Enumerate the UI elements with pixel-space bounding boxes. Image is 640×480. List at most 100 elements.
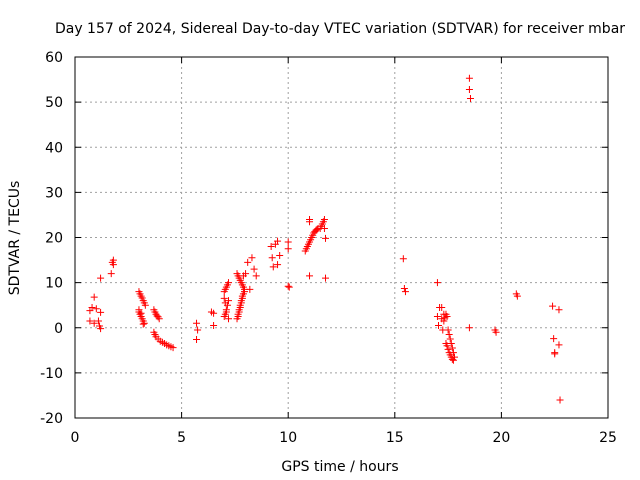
data-point (154, 313, 162, 321)
data-point (466, 95, 474, 103)
data-point (97, 308, 105, 316)
data-point (550, 335, 558, 343)
data-point (240, 288, 248, 296)
data-point (401, 288, 409, 296)
data-point (137, 292, 145, 300)
data-point (443, 312, 451, 320)
data-point (252, 272, 260, 280)
x-tick-label: 15 (386, 430, 404, 446)
chart-title: Day 157 of 2024, Sidereal Day-to-day VTE… (55, 21, 625, 37)
data-point (440, 317, 448, 325)
data-point (248, 254, 256, 262)
x-tick-label: 10 (279, 430, 297, 446)
data-point (306, 272, 314, 280)
data-point (140, 319, 148, 327)
data-point (444, 345, 452, 353)
data-point (242, 270, 250, 278)
data-point (276, 252, 284, 260)
data-point (433, 312, 441, 320)
data-point (449, 356, 457, 364)
data-point (433, 279, 441, 287)
data-point (135, 306, 143, 314)
data-point (549, 302, 557, 310)
data-point (225, 279, 233, 287)
data-point (94, 317, 102, 325)
data-point (137, 309, 145, 317)
data-point (551, 350, 559, 358)
data-point (193, 319, 201, 327)
data-point (221, 299, 229, 307)
data-point (90, 319, 98, 327)
data-point (399, 255, 407, 263)
data-point (90, 293, 98, 301)
data-point (320, 215, 328, 223)
y-axis-label: SDTVAR / TECUs (7, 181, 23, 296)
data-point (210, 309, 218, 317)
data-point (210, 321, 218, 329)
data-points (86, 74, 564, 404)
data-point (235, 308, 243, 316)
data-point (86, 317, 94, 325)
x-tick-label: 25 (599, 430, 617, 446)
data-point (246, 285, 254, 293)
data-point (274, 261, 282, 269)
data-point (443, 342, 451, 350)
data-point (220, 294, 228, 302)
y-tick-label: 30 (45, 185, 63, 201)
data-point (193, 335, 201, 343)
data-point (555, 341, 563, 349)
data-point (285, 283, 293, 291)
data-point (88, 303, 96, 311)
data-point (107, 270, 115, 278)
y-tick-label: 20 (45, 231, 63, 247)
y-tick-label: -20 (40, 411, 63, 427)
data-point (400, 284, 408, 292)
x-axis-label: GPS time / hours (281, 459, 398, 475)
data-point (435, 321, 443, 329)
data-point (225, 315, 233, 323)
data-point (322, 274, 330, 282)
data-point (448, 355, 456, 363)
data-point (465, 85, 473, 93)
data-point (465, 74, 473, 82)
y-tick-label: 40 (45, 140, 63, 156)
data-point (139, 320, 147, 328)
data-point (465, 324, 473, 332)
data-point (269, 263, 277, 271)
data-point (448, 344, 456, 352)
data-point (284, 245, 292, 253)
data-point (446, 335, 454, 343)
data-point (268, 254, 276, 262)
data-point (236, 303, 244, 311)
data-point (155, 315, 163, 323)
x-tick-label: 0 (71, 430, 80, 446)
x-tick-label: 5 (177, 430, 186, 446)
y-tick-label: 0 (54, 321, 63, 337)
data-point (274, 237, 282, 245)
data-point (244, 258, 252, 266)
x-tick-label: 20 (492, 430, 510, 446)
data-point (234, 312, 242, 320)
grid (75, 57, 608, 418)
data-point (97, 274, 105, 282)
data-point (322, 234, 330, 242)
data-point (492, 328, 500, 336)
y-tick-label: -10 (40, 366, 63, 382)
data-point (109, 256, 117, 264)
data-point (267, 243, 275, 251)
data-point (445, 331, 453, 339)
data-point (284, 238, 292, 246)
y-tick-label: 60 (45, 50, 63, 66)
data-point (320, 224, 328, 232)
data-point (237, 299, 245, 307)
data-point (169, 344, 177, 352)
data-point (284, 282, 292, 290)
data-point (556, 396, 564, 404)
axis-ticks: 0 5 10 15 20 25 -20 -10 0 10 20 30 40 50 60 (40, 50, 617, 446)
data-point (513, 292, 521, 300)
y-tick-label: 10 (45, 276, 63, 292)
data-point (555, 306, 563, 314)
data-point (194, 326, 202, 334)
data-point (313, 225, 321, 233)
